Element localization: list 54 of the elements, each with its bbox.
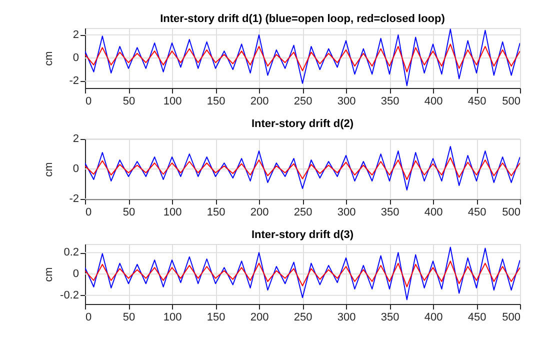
x-tick-label: 400 [424,206,443,218]
x-tick-label: 150 [206,312,226,324]
y-tick-label: 0 [72,163,79,175]
y-tick-label: 2 [72,28,79,41]
y-tick-label: 0.2 [64,246,79,259]
x-tick-label: 300 [337,206,356,218]
x-tick-label: 200 [250,96,269,108]
x-tick-label: 200 [250,206,269,218]
line-series [85,246,520,300]
x-tick-label: 450 [468,96,486,108]
y-tick-label: -2 [69,193,79,205]
chart-title: Inter-story drift d(2) [251,118,354,130]
x-tick-label: 100 [163,96,182,108]
y-axis-title: cm [43,162,55,177]
x-tick-label: 50 [122,206,136,218]
y-tick-label: 0 [72,52,79,64]
x-tick-label: 100 [163,312,182,324]
x-tick-label: 0 [86,96,92,108]
x-tick-label: 250 [294,206,312,218]
x-tick-label: 350 [380,96,400,108]
x-tick-label: 350 [380,206,400,218]
x-tick-label: 50 [122,96,136,108]
y-axis-title: cm [43,51,55,66]
x-tick-label: 150 [206,206,226,218]
x-tick-label: 0 [86,206,92,218]
x-tick-label: 500 [502,206,520,218]
y-tick-label: -2 [69,75,79,88]
x-tick-label: 200 [250,312,269,324]
y-tick-label: 0 [72,268,79,280]
y-tick-label: -0.2 [60,289,79,302]
chart-title: Inter-story drift d(3) [251,229,354,241]
x-tick-label: 50 [122,312,136,324]
x-tick-label: 0 [86,312,92,324]
line-series [85,146,520,190]
x-tick-label: 150 [206,96,226,108]
x-tick-label: 100 [163,206,182,218]
x-tick-label: 400 [424,96,443,108]
y-axis-title: cm [43,267,55,282]
chart-title: Inter-story drift d(1) (blue=open loop, red=closed loop) [160,13,446,25]
x-tick-label: 500 [502,96,520,108]
line-series [85,260,520,288]
x-tick-label: 450 [468,312,486,324]
x-tick-label: 350 [380,312,400,324]
line-series [85,157,520,180]
line-series [85,28,520,86]
y-tick-label: 2 [72,133,79,145]
x-tick-label: 250 [294,96,312,108]
x-tick-label: 250 [294,312,312,324]
x-tick-label: 450 [468,206,486,218]
x-tick-label: 400 [424,312,443,324]
x-tick-label: 300 [337,312,356,324]
line-series [85,44,520,72]
x-tick-label: 500 [502,312,520,324]
x-tick-label: 300 [337,96,356,108]
